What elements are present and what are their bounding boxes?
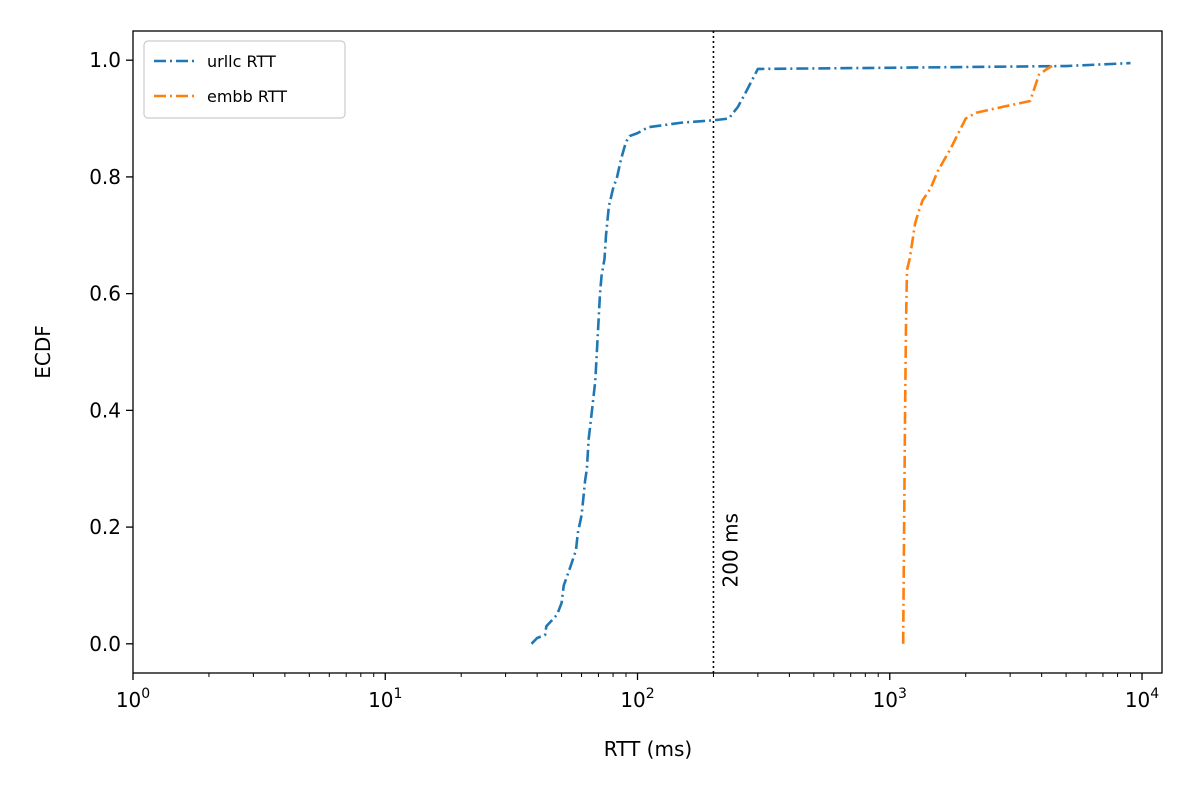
y-tick-label: 1.0: [89, 48, 121, 72]
reference-line-label: 200 ms: [718, 513, 742, 587]
x-tick-label: 104: [1125, 686, 1159, 712]
plot-area: 200 ms: [530, 31, 1131, 673]
legend-label-1: embb RTT: [207, 87, 287, 106]
x-tick-label: 102: [620, 686, 654, 712]
y-axis-label: ECDF: [31, 325, 55, 379]
y-tick-label: 0.0: [89, 632, 121, 656]
legend: urllc RTT embb RTT: [143, 40, 346, 119]
legend-label-0: urllc RTT: [207, 52, 276, 71]
series-line-0: [530, 61, 1131, 645]
x-tick-label: 101: [368, 686, 402, 712]
axes: 0.0 0.2 0.4 0.6 0.8 1.0 100 101 102 103 104: [89, 30, 1163, 712]
y-tick-label: 0.4: [89, 398, 121, 422]
y-tick-label: 0.6: [89, 282, 121, 306]
x-tick-label: 100: [116, 686, 150, 712]
axes-frame: [132, 30, 1163, 674]
x-tick-label: 103: [873, 686, 907, 712]
series-line-1: [901, 64, 1053, 644]
x-axis-label: RTT (ms): [604, 737, 692, 761]
legend-box: [143, 40, 346, 119]
y-tick-label: 0.2: [89, 515, 121, 539]
y-tick-label: 0.8: [89, 165, 121, 189]
